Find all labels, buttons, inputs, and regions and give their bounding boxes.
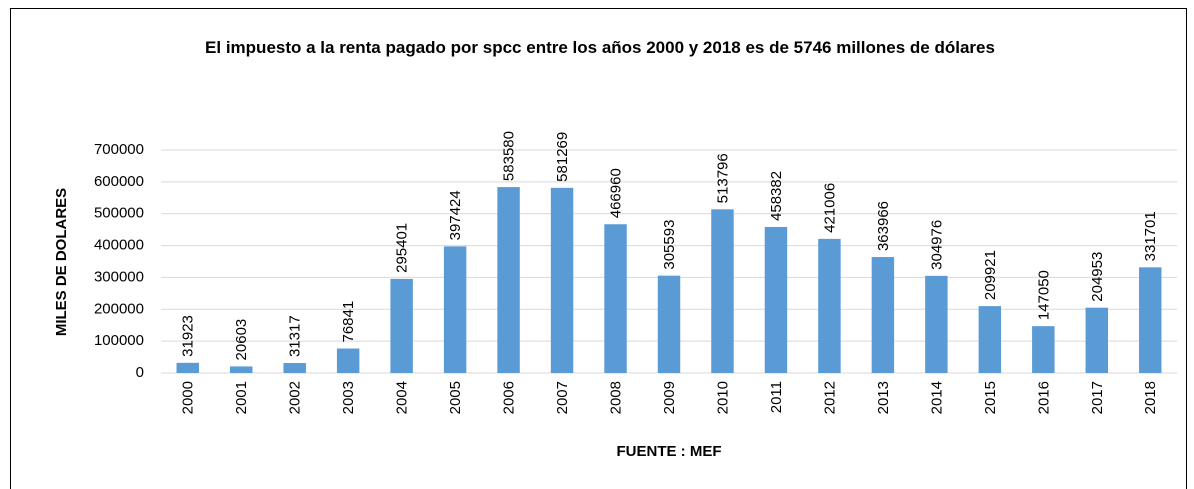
y-axis-label: MILES DE DOLARES <box>53 188 70 336</box>
data-label: 31923 <box>180 315 197 357</box>
data-label: 363966 <box>875 201 892 251</box>
x-tick-label: 2018 <box>1142 381 1159 414</box>
data-label: 209921 <box>982 250 999 300</box>
data-label: 513796 <box>714 153 731 203</box>
x-tick-label: 2009 <box>661 381 678 414</box>
x-tick-label: 2002 <box>287 381 304 414</box>
x-tick-label: 2014 <box>928 381 945 414</box>
x-tick-label: 2006 <box>501 381 518 414</box>
data-label: 295401 <box>394 223 411 273</box>
data-label: 397424 <box>447 190 464 240</box>
bar <box>229 366 253 373</box>
x-tick-label: 2005 <box>447 381 464 414</box>
bar <box>443 246 467 373</box>
x-tick-label: 2001 <box>233 381 250 414</box>
y-tick-label: 400000 <box>94 237 144 254</box>
bar <box>925 275 948 373</box>
x-tick-label: 2011 <box>768 381 785 413</box>
bar <box>550 187 574 373</box>
x-tick-label: 2008 <box>607 381 624 414</box>
data-label: 76841 <box>340 301 357 343</box>
bar <box>604 224 627 373</box>
x-tick-label: 2007 <box>554 381 571 414</box>
x-tick-label: 2017 <box>1089 381 1106 414</box>
bar <box>1139 267 1162 373</box>
data-label: 304976 <box>928 220 945 270</box>
bar <box>871 257 895 373</box>
chart-frame <box>10 8 1187 489</box>
data-label: 466960 <box>607 168 624 218</box>
bar <box>497 187 520 373</box>
data-label: 31317 <box>287 315 304 357</box>
x-tick-label: 2003 <box>340 381 357 414</box>
bar <box>657 275 681 373</box>
y-tick-label: 500000 <box>94 205 144 222</box>
data-label: 204953 <box>1089 252 1106 302</box>
bar <box>390 278 413 373</box>
data-label: 581269 <box>554 132 571 182</box>
x-tick-label: 2012 <box>821 381 838 414</box>
data-label: 421006 <box>821 183 838 233</box>
bar <box>176 362 199 373</box>
bar <box>1032 326 1055 373</box>
data-label: 583580 <box>501 131 518 181</box>
x-tick-label: 2016 <box>1035 381 1052 414</box>
x-tick-label: 2004 <box>394 381 411 414</box>
bar <box>711 209 734 373</box>
bar <box>1085 307 1109 373</box>
y-tick-label: 100000 <box>94 332 144 349</box>
x-tick-label: 2010 <box>714 381 731 414</box>
data-label: 147050 <box>1035 270 1052 320</box>
data-label: 458382 <box>768 171 785 221</box>
chart-title: El impuesto a la renta pagado por spcc e… <box>205 38 995 57</box>
x-tick-label: 2015 <box>982 381 999 414</box>
x-tick-label: 2000 <box>180 381 197 414</box>
y-tick-label: 300000 <box>94 268 144 285</box>
bar <box>818 238 841 373</box>
data-label: 305593 <box>661 220 678 270</box>
y-tick-label: 700000 <box>94 141 144 158</box>
y-tick-label: 0 <box>136 364 144 381</box>
x-tick-label: 2013 <box>875 381 892 414</box>
bar <box>764 226 788 373</box>
y-tick-label: 600000 <box>94 173 144 190</box>
data-label: 331701 <box>1142 211 1159 261</box>
x-axis-label: FUENTE : MEF <box>617 443 722 460</box>
bar <box>283 363 306 373</box>
bar <box>336 348 360 373</box>
y-tick-label: 200000 <box>94 300 144 317</box>
data-label: 20603 <box>233 319 250 361</box>
bar <box>978 306 1002 373</box>
